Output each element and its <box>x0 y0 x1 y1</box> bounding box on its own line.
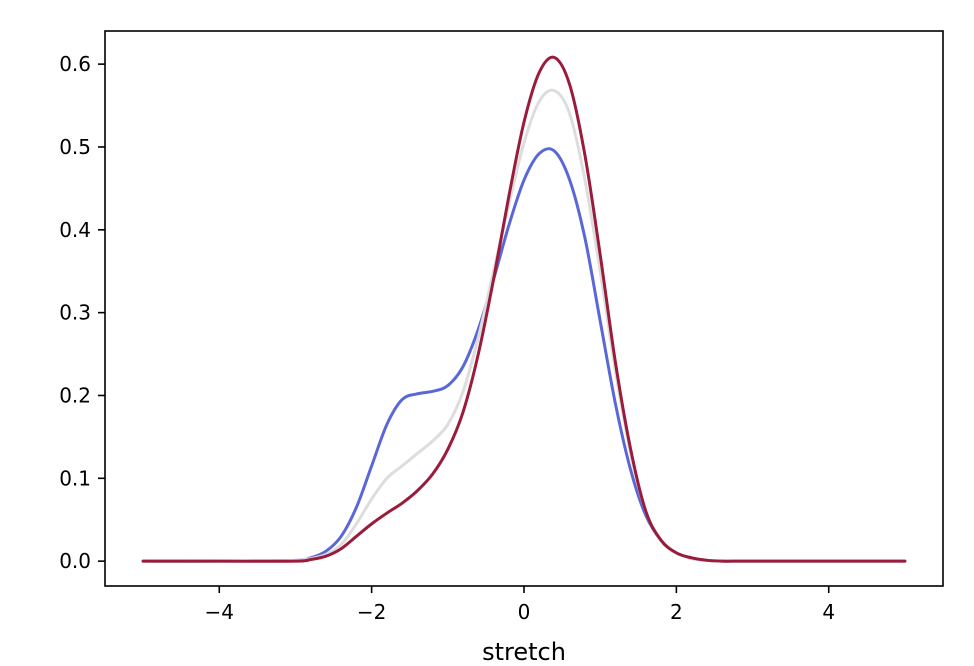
y-tick-label: 0.2 <box>59 383 91 407</box>
series-line-3 <box>141 55 907 563</box>
x-tick-label: −4 <box>205 600 234 624</box>
y-axis: 0.0 0.1 0.2 0.3 0.4 0.5 0.6 <box>59 52 105 573</box>
y-tick-label: 0.1 <box>59 466 91 490</box>
y-tick-label: 0.6 <box>59 52 91 76</box>
y-tick-label: 0.5 <box>59 135 91 159</box>
x-tick-label: 0 <box>518 600 531 624</box>
x-axis-label: stretch <box>482 638 566 666</box>
x-tick-label: −2 <box>357 600 386 624</box>
x-tick-label: 4 <box>822 600 835 624</box>
x-tick-label: 2 <box>670 600 683 624</box>
y-tick-label: 0.4 <box>59 218 91 242</box>
x-axis: −4 −2 0 2 4 <box>205 586 835 624</box>
y-tick-label: 0.3 <box>59 301 91 325</box>
plot-area <box>141 55 907 563</box>
y-tick-label: 0.0 <box>59 549 91 573</box>
